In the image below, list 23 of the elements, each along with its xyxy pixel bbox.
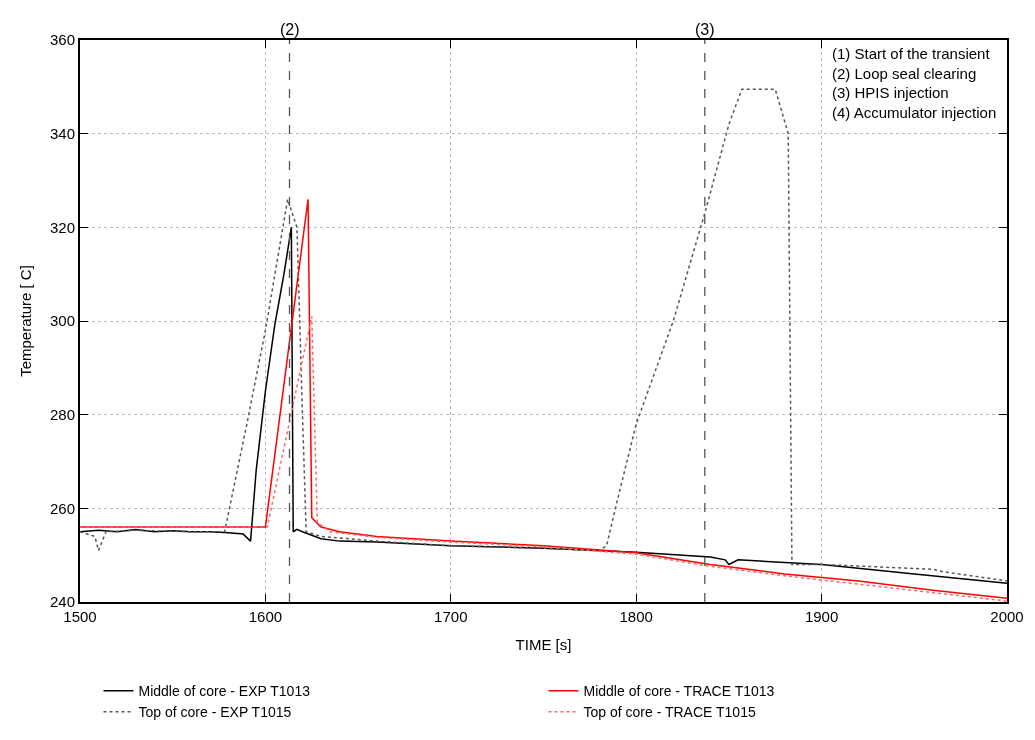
x-tick-label: 1600 <box>248 608 283 625</box>
y-tick-label: 320 <box>49 218 75 236</box>
legend-label: Top of core - EXP T1015 <box>138 704 292 721</box>
y-tick-label: 340 <box>49 124 75 142</box>
x-tick-label: 1700 <box>434 608 468 625</box>
y-tick-label: 280 <box>49 405 75 423</box>
y-tick-label: 260 <box>49 499 75 517</box>
legend-label: Middle of core - TRACE T1013 <box>583 683 775 700</box>
x-tick-label: 2000 <box>990 608 1024 625</box>
legend-label: Top of core - TRACE T1015 <box>583 704 756 721</box>
y-tick-label: 360 <box>49 31 75 49</box>
x-tick-label: 1900 <box>804 608 839 625</box>
x-axis-title: TIME [s] <box>515 635 572 653</box>
y-tick-label: 240 <box>49 593 75 611</box>
annotation: (1) Start of the transient (2) Loop seal clearing (3) HPIS injection (4) Accumulator injection <box>832 45 997 121</box>
y-axis-title: Temperature [ C] <box>16 265 34 377</box>
x-tick-label: 1800 <box>619 608 653 625</box>
legend-label: Middle of core - EXP T1013 <box>138 683 311 700</box>
x-tick-label: 1500 <box>63 608 97 625</box>
annotation: (2) <box>280 21 300 38</box>
annotation: (3) <box>695 21 715 38</box>
y-tick-label: 300 <box>49 312 75 330</box>
line-series <box>80 315 1007 602</box>
